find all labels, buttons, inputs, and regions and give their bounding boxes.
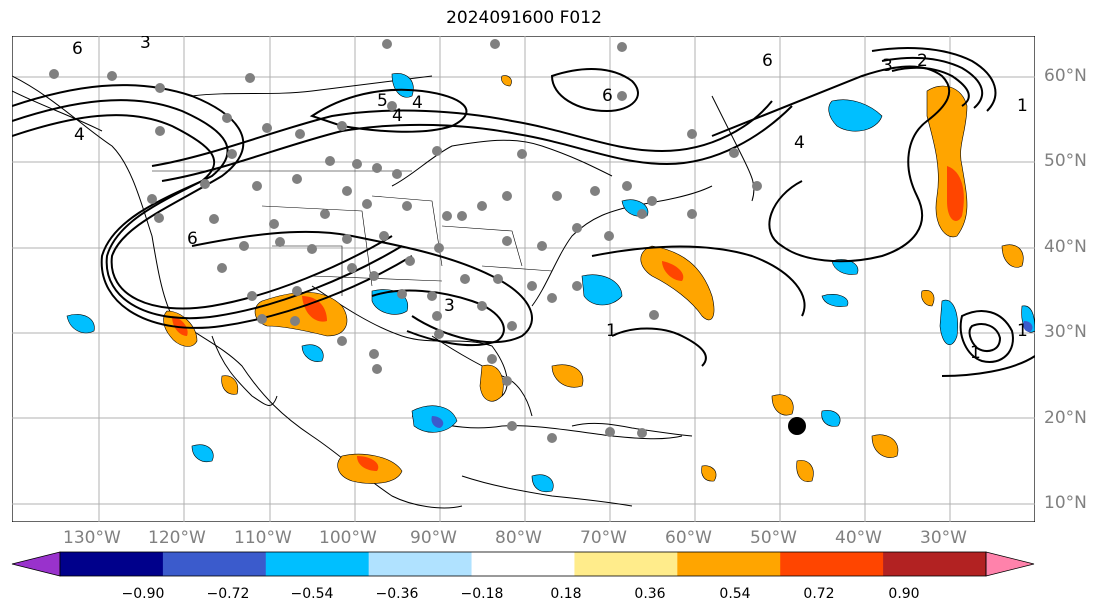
state-borders: [152, 170, 553, 296]
colorbar-tick-label: −0.54: [290, 586, 334, 602]
colorbar-extend-right: [985, 551, 1035, 577]
station-dots: [49, 39, 762, 443]
colorbar-cell: [574, 552, 678, 576]
contour-label-text: 6 3 4 5 6 4 6 4 3 6 3 2 1 1 1 1 4: [72, 36, 1028, 363]
colorbar-tick-label: −0.18: [460, 586, 504, 602]
lon-label: 100°W: [319, 528, 377, 548]
colorbar-tick-label: 0.36: [634, 586, 666, 602]
contour-label: 3: [140, 36, 151, 53]
colorbar-tick-label: 0.72: [803, 586, 835, 602]
plot-title: 2024091600 F012: [446, 8, 602, 28]
lon-label: 120°W: [148, 528, 206, 548]
contour-label: 3: [444, 296, 455, 316]
colorbar-tick-label: 0.54: [719, 586, 751, 602]
lat-label: 40°N: [1044, 237, 1087, 257]
negative-shading: [66, 73, 1035, 493]
lon-label: 90°W: [410, 528, 457, 548]
contour-label: 4: [794, 133, 805, 153]
lon-label: 60°W: [665, 528, 712, 548]
lat-label: 60°N: [1044, 66, 1087, 86]
colorbar-cell: [780, 552, 884, 576]
colorbar: [11, 551, 1035, 577]
contour-label: 6: [602, 86, 613, 106]
lat-label: 20°N: [1044, 408, 1087, 428]
contour-label: 1: [1017, 321, 1028, 341]
contour-label: 1: [970, 343, 981, 363]
colorbar-cell: [677, 552, 781, 576]
lon-label: 30°W: [920, 528, 967, 548]
lat-label: 10°N: [1044, 493, 1087, 513]
lat-label: 30°N: [1044, 322, 1087, 342]
lon-label: 70°W: [580, 528, 627, 548]
colorbar-tick-label: 0.18: [550, 586, 582, 602]
storm-center-marker: [788, 417, 806, 435]
lon-label: 40°W: [835, 528, 882, 548]
colorbar-cell: [368, 552, 473, 576]
coastlines: [12, 75, 755, 509]
colorbar-tick-label: −0.90: [121, 586, 165, 602]
contour-label: 4: [392, 106, 403, 126]
positive-shading: [163, 75, 1024, 484]
colorbar-border: [59, 551, 987, 577]
lon-label: 80°W: [495, 528, 542, 548]
contour-label: 5: [377, 91, 388, 111]
contour-label: 6: [187, 229, 198, 249]
colorbar-cell: [265, 552, 370, 576]
lon-label: 130°W: [63, 528, 121, 548]
colorbar-cell: [60, 552, 164, 576]
contour-label: 1: [1017, 96, 1028, 116]
contour-label: 4: [74, 125, 85, 145]
colorbar-cell: [162, 552, 267, 576]
contour-label: 6: [762, 51, 773, 71]
contour-label: 3: [882, 56, 893, 76]
colorbar-tick-label: −0.36: [375, 586, 419, 602]
contour-label: 4: [412, 93, 423, 113]
grid-lines: [12, 36, 1035, 522]
map-panel: 6 3 4 5 6 4 6 4 3 6 3 2 1 1 1 1 4: [12, 36, 1035, 522]
contour-label: 1: [606, 321, 617, 341]
colorbar-tick-label: 0.90: [888, 586, 920, 602]
contour-label: 6: [72, 39, 83, 59]
colorbar-extend-left: [11, 551, 61, 577]
colorbar-cell: [471, 552, 575, 576]
contour-lines: [12, 47, 1035, 377]
contour-label: 2: [917, 51, 928, 71]
colorbar-cell: [883, 552, 987, 576]
lat-label: 50°N: [1044, 151, 1087, 171]
lon-label: 50°W: [750, 528, 797, 548]
lon-label: 110°W: [234, 528, 292, 548]
colorbar-tick-label: −0.72: [206, 586, 250, 602]
